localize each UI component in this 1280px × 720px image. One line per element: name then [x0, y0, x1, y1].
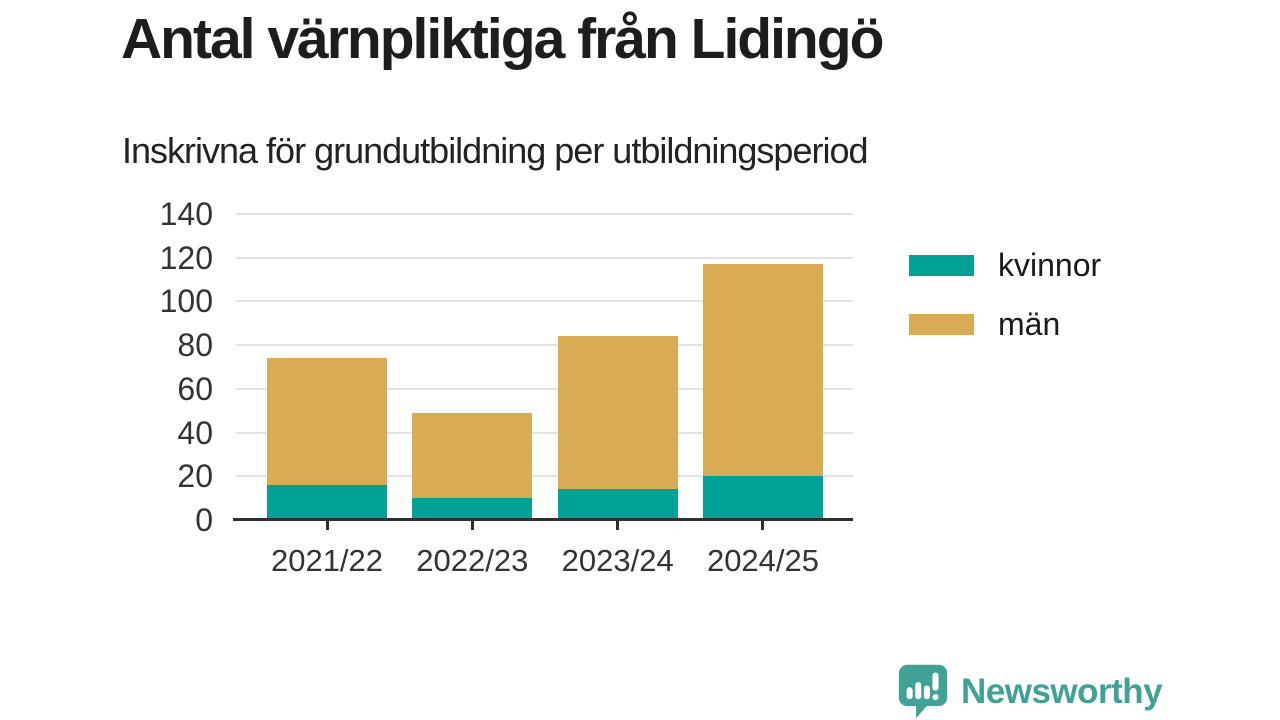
x-axis-label: 2021/22 [270, 543, 384, 578]
x-tick-2024/25 [761, 521, 765, 530]
y-axis-label: 40 [177, 414, 213, 451]
gridline-60 [236, 387, 853, 390]
gridline-100 [236, 300, 853, 303]
bar-2022/23-kvinnor [412, 498, 533, 520]
legend-label-kvinnor: kvinnor [998, 247, 1102, 283]
bar-2021/22-män [267, 358, 387, 486]
newsworthy-logo: Newsworthy [897, 663, 1163, 720]
y-axis-label: 140 [159, 196, 213, 232]
bar-2024/25-kvinnor [702, 476, 823, 520]
y-axis-label: 60 [177, 370, 213, 407]
bar-2022/23-män [412, 412, 533, 499]
y-axis-label: 0 [195, 502, 213, 538]
x-axis-label: 2023/24 [561, 543, 674, 578]
gridline-140 [236, 213, 853, 215]
y-axis-label: 100 [159, 283, 213, 320]
kvinnor-swatch [909, 254, 974, 276]
legend-item-kvinnor: kvinnor [909, 248, 1101, 282]
x-tick-2022/23 [470, 521, 474, 530]
y-axis-label: 120 [159, 239, 213, 276]
gridline-20 [236, 475, 853, 478]
x-tick-2021/22 [325, 521, 329, 530]
gridline-120 [236, 256, 853, 259]
gridline-40 [236, 431, 853, 434]
logo-wordmark: Newsworthy [961, 671, 1163, 711]
x-axis-label: 2022/23 [416, 543, 529, 578]
x-tick-2023/24 [616, 521, 620, 530]
y-axis-label: 80 [177, 327, 213, 364]
bar-chart-speech-bubble-icon [897, 663, 949, 720]
gridline-80 [236, 344, 853, 347]
legend-item-man: män [909, 307, 1101, 341]
bar-2023/24-män [557, 336, 678, 490]
bar-2024/25-män [702, 264, 823, 477]
bar-2023/24-kvinnor [557, 489, 678, 520]
chart-title: Antal värnpliktiga från Lidingö [121, 7, 884, 71]
x-axis-label: 2024/25 [706, 543, 820, 578]
man-swatch [909, 313, 974, 335]
bar-2021/22-kvinnor [267, 485, 387, 520]
chart-subtitle: Inskrivna för grundutbildning per utbild… [122, 130, 868, 171]
x-axis-line [233, 517, 853, 521]
y-axis-label: 20 [177, 458, 213, 495]
legend-label-man: män [998, 306, 1061, 342]
legend: kvinnor män [909, 248, 1101, 366]
